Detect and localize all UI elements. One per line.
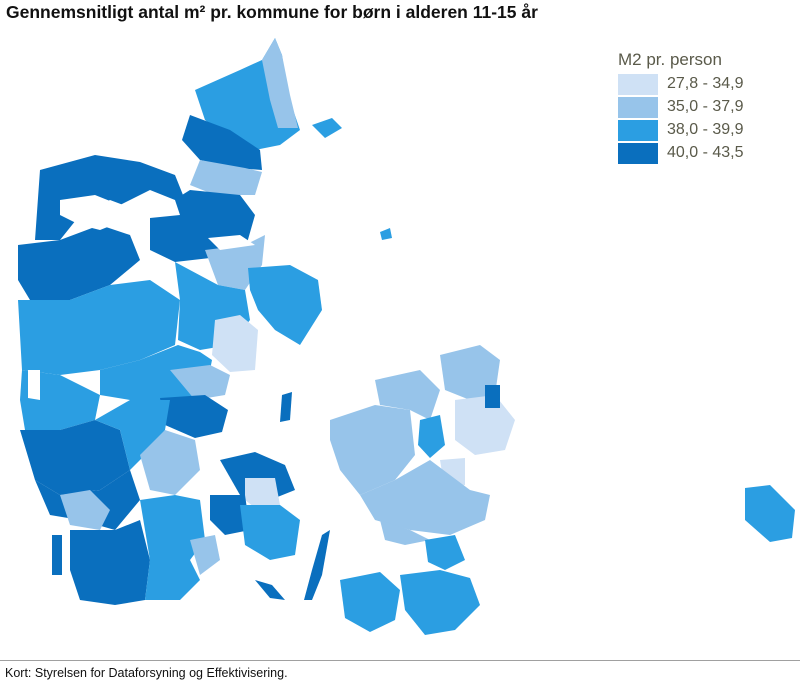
legend-label: 40,0 - 43,5 — [667, 144, 744, 161]
region-langeland — [304, 530, 330, 600]
region-djursland — [248, 265, 322, 345]
region-lolland — [340, 572, 400, 632]
region-anholt — [380, 228, 392, 240]
region-billund — [95, 400, 170, 470]
region-aarhus — [212, 315, 258, 372]
region-horsens — [170, 365, 230, 400]
region-vejle — [160, 395, 228, 438]
region-fanoe — [60, 490, 110, 530]
region-zealand-south — [360, 460, 490, 535]
region-zealand-west — [330, 405, 415, 495]
region-skagen-tip — [262, 38, 298, 128]
region-aeroe — [255, 580, 285, 600]
region-samsoe — [280, 392, 292, 422]
region-central-west — [18, 280, 180, 375]
footer-divider — [0, 660, 800, 661]
legend-item: 38,0 - 39,9 — [618, 119, 744, 141]
mariager-fjord-water — [208, 235, 255, 250]
legend-label: 27,8 - 34,9 — [667, 75, 744, 92]
region-soenderjylland — [70, 520, 150, 605]
legend-swatch — [618, 96, 658, 118]
legend-label: 35,0 - 37,9 — [667, 98, 744, 115]
region-copenhagen — [455, 395, 515, 455]
region-moen — [425, 535, 465, 570]
region-rømø — [52, 535, 62, 575]
legend-item: 27,8 - 34,9 — [618, 73, 744, 95]
legend-swatch — [618, 142, 658, 164]
legend-item: 35,0 - 37,9 — [618, 96, 744, 118]
region-laesoe — [312, 118, 342, 138]
region-hillerod — [485, 385, 500, 408]
map-title: Gennemsnitligt antal m² pr. kommune for … — [6, 2, 538, 22]
region-odense — [245, 478, 280, 510]
region-alssund — [190, 535, 220, 575]
map-legend: M2 pr. person 27,8 - 34,9 35,0 - 37,9 38… — [618, 50, 744, 165]
region-falster — [400, 570, 480, 635]
region-vendsyssel-west — [182, 115, 262, 170]
region-sonderborg — [145, 560, 200, 600]
region-naestved — [380, 520, 430, 545]
legend-title: M2 pr. person — [618, 50, 722, 69]
source-note: Kort: Styrelsen for Dataforsyning og Eff… — [5, 666, 288, 680]
legend-swatch — [618, 119, 658, 141]
region-herning — [20, 420, 130, 495]
region-roskilde — [418, 415, 445, 458]
region-mors-salling — [18, 225, 140, 300]
ringkoebing-fjord-water — [28, 370, 40, 400]
legend-label: 38,0 - 39,9 — [667, 121, 744, 138]
region-holbaek — [375, 370, 440, 420]
legend-swatch — [618, 73, 658, 95]
region-aalborg — [190, 160, 262, 195]
region-bornholm — [745, 485, 795, 542]
region-aabenraa — [140, 495, 205, 560]
region-kolding — [140, 430, 200, 495]
region-funen-south — [240, 505, 300, 560]
legend-item: 40,0 - 43,5 — [618, 142, 744, 164]
limfjord-water — [60, 190, 180, 230]
